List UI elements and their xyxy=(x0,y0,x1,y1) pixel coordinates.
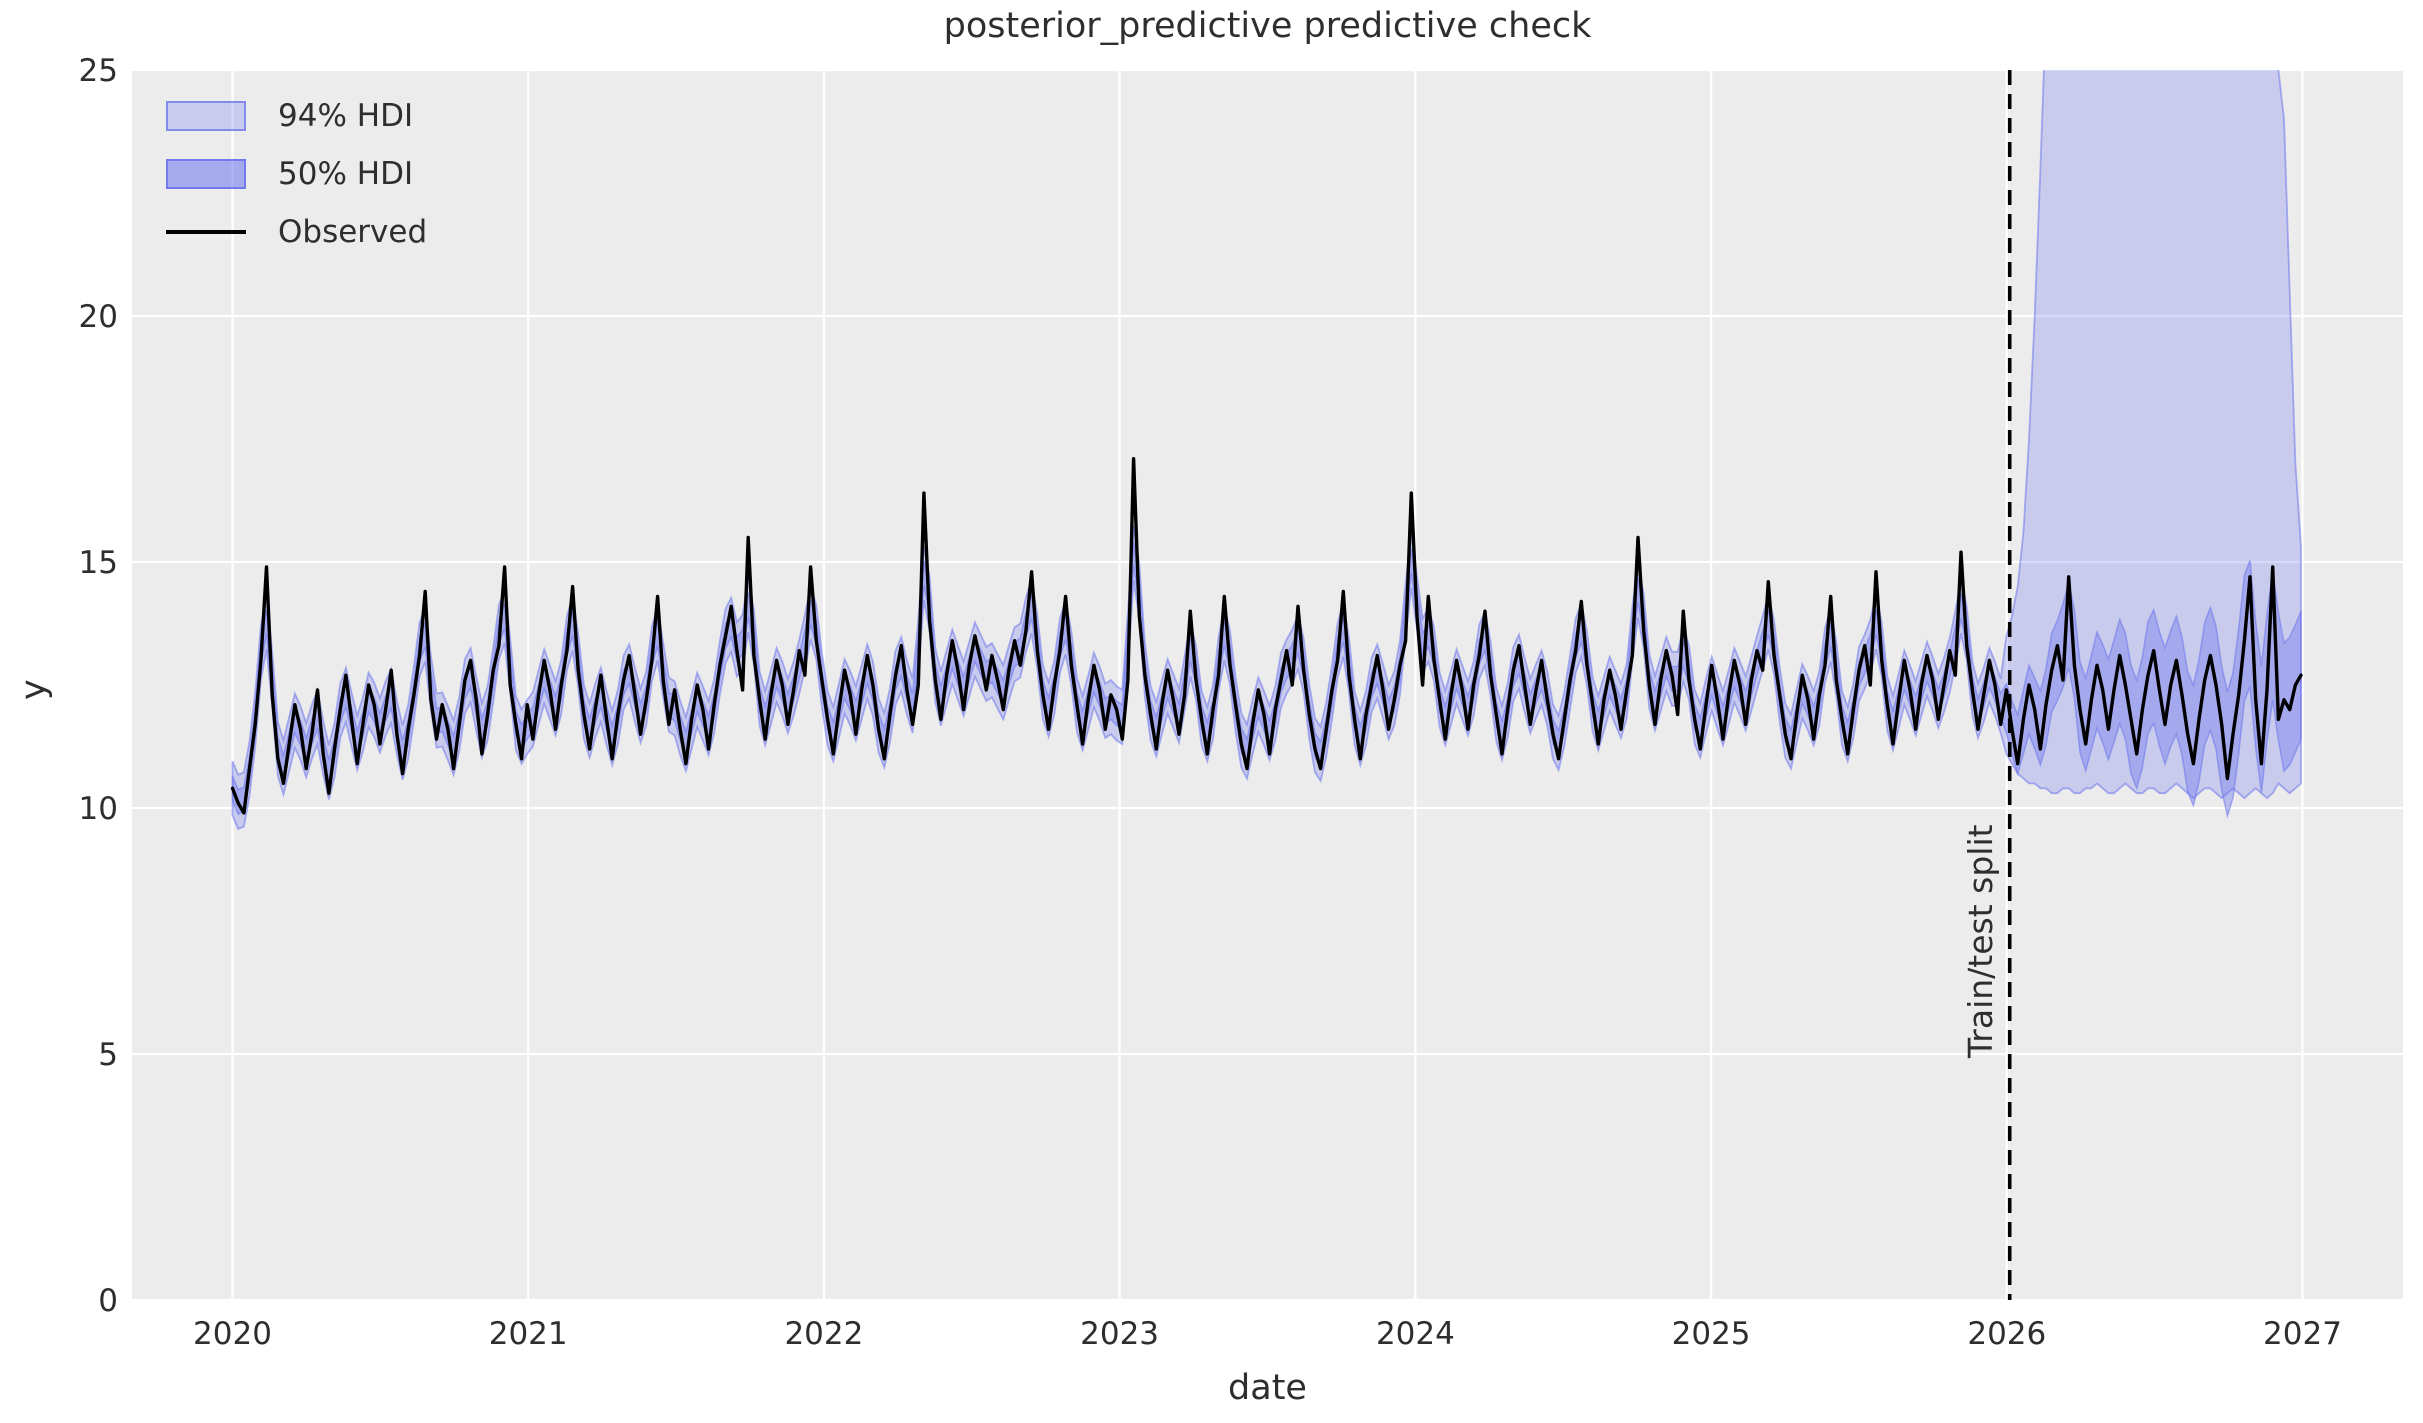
x-tick-labels: 2020 2021 2022 2023 2024 2025 2026 2027 xyxy=(193,1316,2342,1352)
legend-label-hdi50: 50% HDI xyxy=(278,156,414,192)
svg-text:2023: 2023 xyxy=(1080,1316,1159,1352)
svg-text:25: 25 xyxy=(79,53,118,89)
y-axis-label: y xyxy=(14,679,54,700)
hdi94-patch-icon xyxy=(166,101,246,131)
svg-text:2021: 2021 xyxy=(489,1316,568,1352)
legend-item-hdi94: 94% HDI xyxy=(166,96,427,136)
x-axis-label: date xyxy=(1228,1368,1307,1408)
svg-text:2020: 2020 xyxy=(193,1316,272,1352)
observed-line-icon xyxy=(166,230,246,234)
train-test-split-label: Train/test split xyxy=(1961,824,2000,1058)
grid-lines xyxy=(132,68,2403,1302)
svg-text:0: 0 xyxy=(98,1283,118,1319)
legend: 94% HDI 50% HDI Observed xyxy=(166,96,427,252)
legend-label-observed: Observed xyxy=(278,214,428,250)
svg-text:2025: 2025 xyxy=(1672,1316,1751,1352)
hdi50-patch-icon xyxy=(166,159,246,189)
svg-text:2027: 2027 xyxy=(2263,1316,2342,1352)
y-tick-labels: 0 5 10 15 20 25 xyxy=(79,53,118,1319)
svg-text:20: 20 xyxy=(79,299,118,335)
svg-text:2022: 2022 xyxy=(784,1316,863,1352)
legend-label-hdi94: 94% HDI xyxy=(278,98,414,134)
observed-series-line xyxy=(230,457,2303,815)
legend-item-observed: Observed xyxy=(166,212,427,252)
svg-text:2026: 2026 xyxy=(1967,1316,2046,1352)
svg-text:10: 10 xyxy=(79,791,118,827)
svg-text:2024: 2024 xyxy=(1376,1316,1455,1352)
svg-text:15: 15 xyxy=(79,545,118,581)
svg-text:5: 5 xyxy=(98,1037,118,1073)
legend-item-hdi50: 50% HDI xyxy=(166,154,427,194)
chart-title: posterior_predictive predictive check xyxy=(943,6,1592,46)
